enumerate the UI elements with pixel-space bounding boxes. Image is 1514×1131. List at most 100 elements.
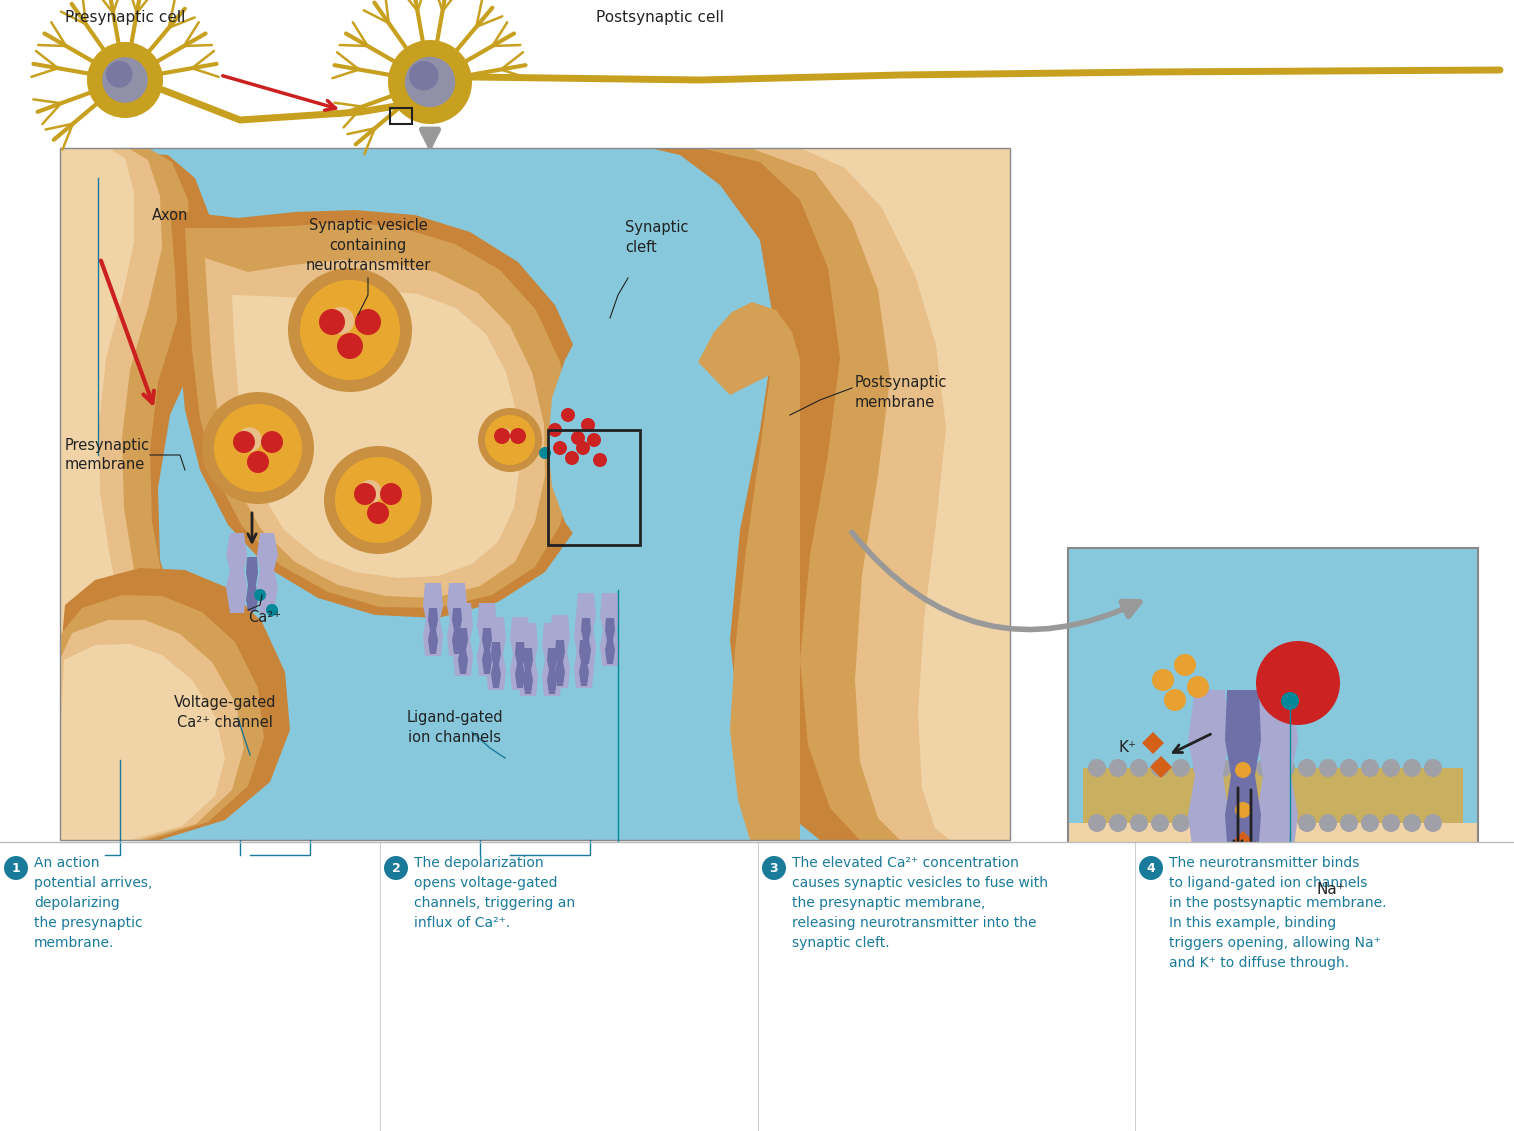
- Circle shape: [575, 441, 590, 455]
- Circle shape: [1172, 759, 1190, 777]
- Circle shape: [319, 309, 345, 335]
- Polygon shape: [61, 595, 263, 840]
- Polygon shape: [799, 148, 1010, 840]
- Circle shape: [1164, 689, 1185, 711]
- Circle shape: [1276, 759, 1294, 777]
- Circle shape: [1257, 641, 1340, 725]
- Polygon shape: [542, 623, 562, 696]
- Polygon shape: [61, 148, 135, 788]
- Polygon shape: [61, 148, 220, 840]
- Circle shape: [565, 451, 578, 465]
- Circle shape: [1235, 759, 1254, 777]
- Polygon shape: [486, 618, 506, 690]
- Polygon shape: [1257, 690, 1297, 870]
- Circle shape: [1297, 814, 1316, 832]
- Circle shape: [1257, 759, 1273, 777]
- Circle shape: [1187, 676, 1210, 698]
- Circle shape: [388, 40, 472, 124]
- Polygon shape: [1234, 831, 1252, 849]
- Circle shape: [1361, 759, 1379, 777]
- Circle shape: [562, 408, 575, 422]
- Polygon shape: [650, 148, 1010, 840]
- Polygon shape: [481, 628, 492, 674]
- Polygon shape: [491, 642, 501, 688]
- Polygon shape: [453, 608, 462, 654]
- Circle shape: [1151, 814, 1169, 832]
- Bar: [759, 841, 1136, 1131]
- Bar: [548, 430, 640, 545]
- Polygon shape: [61, 620, 244, 840]
- Bar: [61, 148, 1010, 840]
- Text: K⁺: K⁺: [1119, 740, 1137, 754]
- Text: Presynaptic
membrane: Presynaptic membrane: [65, 438, 150, 473]
- Circle shape: [593, 454, 607, 467]
- Circle shape: [1382, 814, 1400, 832]
- Bar: [1067, 823, 1478, 913]
- Circle shape: [1425, 814, 1441, 832]
- Text: 1: 1: [12, 862, 20, 874]
- Circle shape: [1297, 759, 1316, 777]
- Circle shape: [86, 42, 164, 118]
- Circle shape: [494, 428, 510, 444]
- Polygon shape: [61, 644, 226, 840]
- Bar: [1083, 768, 1463, 823]
- Circle shape: [1193, 759, 1211, 777]
- Bar: [1067, 549, 1478, 913]
- Circle shape: [404, 57, 456, 107]
- Polygon shape: [204, 258, 545, 598]
- Polygon shape: [699, 148, 1010, 840]
- Polygon shape: [510, 618, 530, 690]
- Circle shape: [587, 433, 601, 447]
- Circle shape: [247, 451, 269, 473]
- Polygon shape: [185, 222, 572, 608]
- Polygon shape: [548, 295, 702, 575]
- Text: 2: 2: [392, 862, 400, 874]
- Polygon shape: [522, 648, 533, 694]
- Text: 4: 4: [1146, 862, 1155, 874]
- Polygon shape: [1142, 732, 1164, 754]
- Polygon shape: [578, 640, 589, 687]
- Circle shape: [335, 457, 421, 543]
- Text: Ligand-gated
ion channels: Ligand-gated ion channels: [407, 710, 503, 745]
- Circle shape: [266, 604, 279, 616]
- Circle shape: [1108, 759, 1126, 777]
- Circle shape: [324, 446, 431, 554]
- Bar: [1067, 549, 1478, 913]
- Polygon shape: [61, 148, 192, 840]
- Circle shape: [5, 856, 27, 880]
- Bar: [61, 148, 1010, 840]
- Circle shape: [238, 428, 262, 452]
- Polygon shape: [518, 623, 537, 696]
- Circle shape: [1403, 759, 1422, 777]
- Circle shape: [478, 408, 542, 472]
- Circle shape: [1281, 692, 1299, 710]
- Polygon shape: [453, 603, 472, 676]
- Circle shape: [1319, 759, 1337, 777]
- Circle shape: [327, 307, 354, 335]
- Text: Postsynaptic
membrane: Postsynaptic membrane: [855, 375, 948, 409]
- Circle shape: [1129, 759, 1148, 777]
- Text: Ca²⁺: Ca²⁺: [248, 611, 282, 625]
- Bar: [1136, 841, 1514, 1131]
- Circle shape: [1297, 865, 1319, 884]
- Text: 3: 3: [769, 862, 778, 874]
- Polygon shape: [556, 640, 565, 687]
- Circle shape: [1139, 856, 1163, 880]
- Circle shape: [1319, 814, 1337, 832]
- Circle shape: [1108, 814, 1126, 832]
- Bar: [380, 841, 759, 1131]
- Circle shape: [357, 480, 382, 503]
- Circle shape: [254, 589, 266, 601]
- Circle shape: [380, 483, 403, 506]
- Circle shape: [1214, 759, 1232, 777]
- Polygon shape: [1188, 690, 1229, 870]
- Circle shape: [1152, 670, 1173, 691]
- Circle shape: [1288, 890, 1308, 910]
- Circle shape: [762, 856, 786, 880]
- Circle shape: [1089, 814, 1107, 832]
- Circle shape: [366, 502, 389, 524]
- Polygon shape: [459, 628, 468, 674]
- Polygon shape: [61, 568, 291, 840]
- Circle shape: [354, 483, 375, 506]
- Circle shape: [409, 61, 439, 90]
